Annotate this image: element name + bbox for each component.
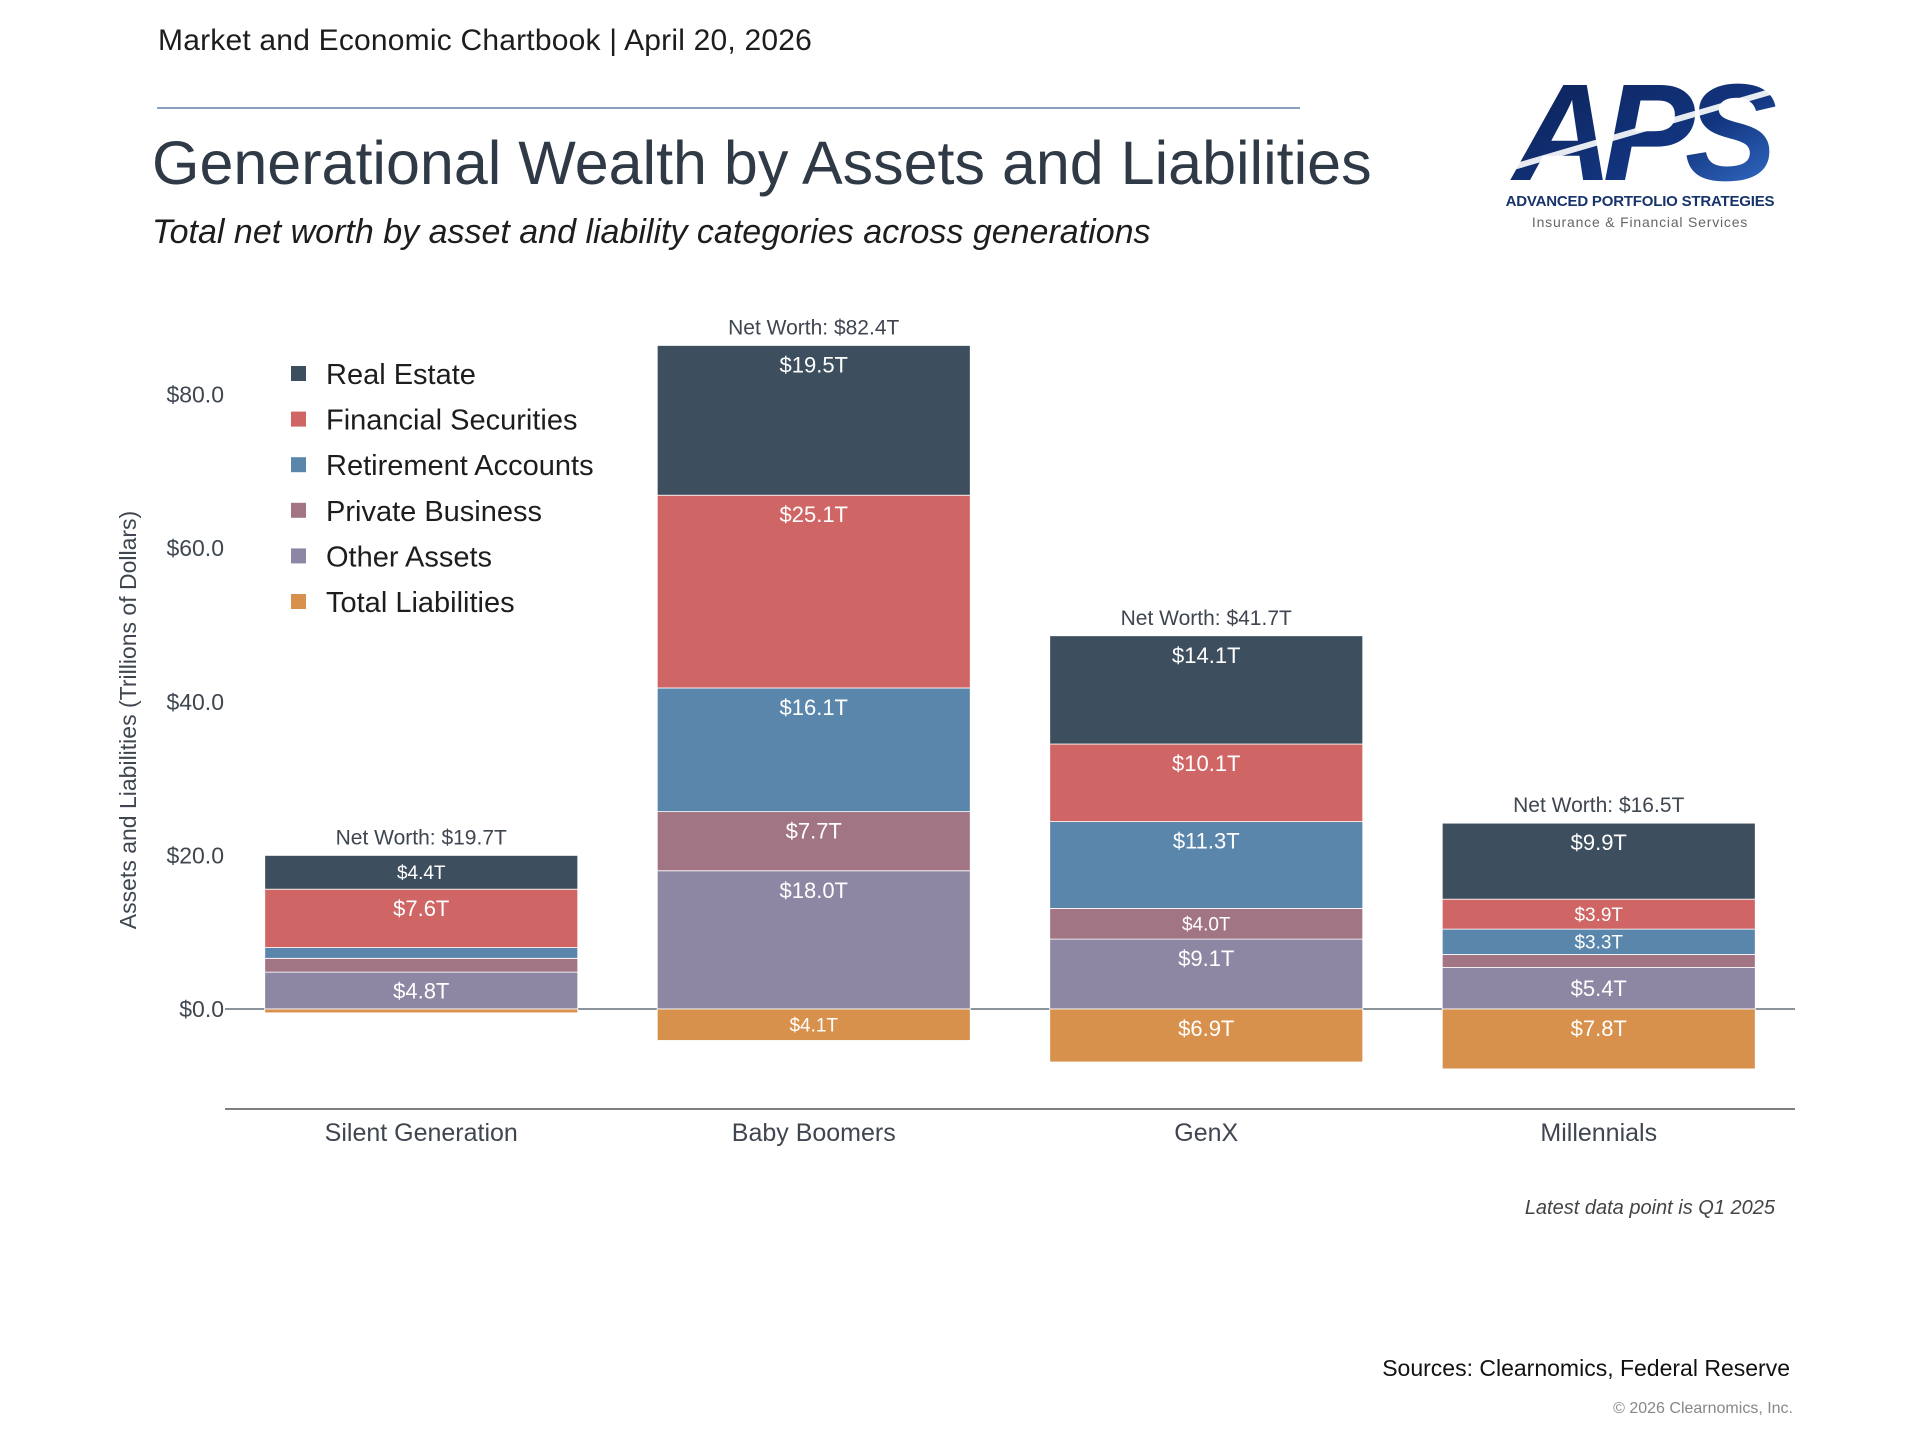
legend-swatch [291,366,306,381]
legend-swatch [291,594,306,609]
bar-segment [1049,1008,1364,1063]
bar-value-label: $19.5T [780,352,849,377]
legend-swatch [291,502,306,518]
logo-company-name: ADVANCED PORTFOLIO STRATEGIES [1505,193,1775,210]
bar-segment [1441,822,1756,900]
bar-segment [264,957,579,973]
bar-value-label: $4.8T [393,978,449,1003]
bar-segment [656,811,971,872]
legend-swatch [291,411,306,427]
x-tick-label: Millennials [1540,1119,1657,1147]
y-tick-label: $0.0 [179,996,224,1022]
bar-segment [1441,954,1756,968]
chart-title: Generational Wealth by Assets and Liabil… [152,129,1372,197]
legend-label: Private Business [326,496,542,528]
bar-segment [264,971,579,1010]
bar-segment [264,888,579,948]
bar-segment [1049,635,1364,745]
bar-value-label: $7.7T [786,819,842,844]
legend-label: Financial Securities [326,405,577,437]
legend-label: Total Liabilities [326,587,515,619]
aps-logo-mark: APS [1509,56,1786,210]
net-worth-label: Net Worth: $82.4T [728,316,899,339]
bar-segment [1049,907,1364,940]
bar-value-label: $7.6T [393,896,449,921]
bar-value-label: $11.3T [1173,829,1240,854]
logo-mark-text: APS [1510,70,1776,190]
sources: Sources: Clearnomics, Federal Reserve [1382,1355,1790,1381]
legend-label: Retirement Accounts [326,450,594,482]
bar-value-label: $7.8T [1571,1016,1627,1041]
bar-value-label: $10.1T [1172,751,1241,776]
aps-logo: APS ADVANCED PORTFOLIO STRATEGIES Insura… [1490,56,1790,240]
bar-value-label: $9.9T [1571,830,1627,855]
bar-segment [1049,821,1364,909]
header-divider [157,107,1300,109]
x-tick-label: Baby Boomers [732,1119,896,1147]
y-tick-label: $80.0 [166,382,224,408]
logo-tagline: Insurance & Financial Services [1531,214,1749,230]
bar-segment [656,345,971,496]
bar-segment [264,947,579,959]
bar-segment [1441,1008,1756,1070]
bar-value-label: $16.1T [780,695,849,720]
bar-value-label: $6.9T [1178,1016,1234,1041]
data-note: Latest data point is Q1 2025 [1524,1197,1775,1219]
bar-value-label: $25.1T [780,502,849,527]
bar-value-label: $3.9T [1574,905,1623,926]
legend-label: Real Estate [326,359,476,391]
net-worth-label: Net Worth: $16.5T [1513,794,1684,817]
net-worth-label: Net Worth: $19.7T [336,826,507,849]
x-tick-label: Silent Generation [325,1119,518,1147]
y-tick-label: $60.0 [166,535,224,561]
bar-segment [656,494,971,689]
bar-value-label: $5.4T [1571,976,1627,1001]
bar-value-label: $4.0T [1182,914,1231,935]
y-tick-label: $40.0 [166,689,224,715]
bar-segment [1441,928,1756,955]
bar-value-label: $4.4T [397,863,446,884]
bar-value-label: $18.0T [780,878,849,903]
y-axis-label: Assets and Liabilities (Trillions of Dol… [115,511,141,929]
legend-swatch [291,548,306,564]
legend-label: Other Assets [326,541,492,573]
bar-segment [264,855,579,890]
bar-value-label: $9.1T [1178,946,1234,971]
bar-value-label: $14.1T [1172,643,1241,668]
bar-value-label: $3.3T [1574,932,1623,953]
net-worth-label: Net Worth: $41.7T [1121,607,1292,630]
legend-swatch [291,457,306,473]
bar-segment [1441,898,1756,930]
bar-value-label: $4.1T [789,1015,838,1036]
bar-segment [1049,743,1364,823]
bar-segment [656,870,971,1010]
y-tick-label: $20.0 [166,842,224,868]
bar-segment [1441,967,1756,1010]
x-tick-label: GenX [1174,1119,1238,1147]
bar-segment [1049,938,1364,1010]
copyright: © 2026 Clearnomics, Inc. [1613,1400,1793,1417]
chart-subtitle: Total net worth by asset and liability c… [152,213,1151,251]
chartbook-header: Market and Economic Chartbook | April 20… [158,24,813,57]
bar-segment [656,1008,971,1041]
bar-segment [264,1008,579,1014]
